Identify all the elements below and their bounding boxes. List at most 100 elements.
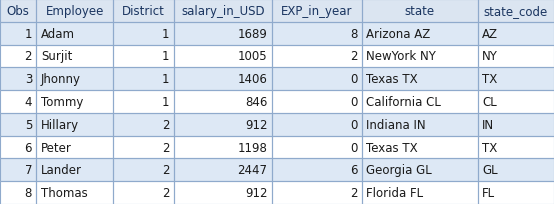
Bar [113,136,174,159]
Bar [37,113,113,136]
Text: Adam: Adam [41,28,75,40]
Text: FL: FL [482,186,495,199]
Bar [362,68,478,91]
Text: 7: 7 [24,164,32,176]
Text: Employee: Employee [45,5,104,18]
Bar [37,68,113,91]
Text: state: state [404,5,435,18]
Text: EXP_in_year: EXP_in_year [281,5,352,18]
Bar [37,181,113,204]
Text: 2: 2 [350,186,357,199]
Bar [174,113,272,136]
Bar [362,23,478,45]
Bar [37,0,113,23]
Text: 5: 5 [25,118,32,131]
Bar [37,136,113,159]
Text: Indiana IN: Indiana IN [366,118,425,131]
Bar [478,23,554,45]
Text: 1005: 1005 [238,50,268,63]
Bar [362,91,478,113]
Text: TX: TX [482,141,497,154]
Text: 912: 912 [245,118,268,131]
Text: 0: 0 [350,73,357,86]
Text: Thomas: Thomas [41,186,88,199]
Bar [272,0,362,23]
Text: 0: 0 [350,118,357,131]
Text: 2: 2 [350,50,357,63]
Bar [478,159,554,181]
Text: 2: 2 [162,164,170,176]
Text: 912: 912 [245,186,268,199]
Text: Florida FL: Florida FL [366,186,423,199]
Bar [362,0,478,23]
Bar [174,136,272,159]
Bar [37,159,113,181]
Bar [478,181,554,204]
Bar [113,0,174,23]
Text: 846: 846 [245,95,268,109]
Bar [478,0,554,23]
Bar [0,23,37,45]
Bar [478,136,554,159]
Bar [272,68,362,91]
Bar [478,68,554,91]
Bar [113,159,174,181]
Text: AZ: AZ [482,28,498,40]
Text: Surjit: Surjit [41,50,73,63]
Text: 1689: 1689 [238,28,268,40]
Text: Texas TX: Texas TX [366,141,418,154]
Text: 3: 3 [25,73,32,86]
Bar [478,113,554,136]
Bar [113,68,174,91]
Bar [0,0,37,23]
Text: GL: GL [482,164,497,176]
Text: IN: IN [482,118,494,131]
Text: Hillary: Hillary [41,118,79,131]
Bar [272,159,362,181]
Text: District: District [122,5,165,18]
Bar [272,113,362,136]
Text: state_code: state_code [484,5,548,18]
Text: 1: 1 [24,28,32,40]
Text: California CL: California CL [366,95,441,109]
Text: 2447: 2447 [238,164,268,176]
Text: 6: 6 [350,164,357,176]
Bar [0,68,37,91]
Bar [113,91,174,113]
Text: NY: NY [482,50,498,63]
Text: 1: 1 [162,50,170,63]
Bar [362,45,478,68]
Text: Obs: Obs [7,5,30,18]
Text: 1406: 1406 [238,73,268,86]
Text: 1198: 1198 [238,141,268,154]
Bar [362,113,478,136]
Bar [272,136,362,159]
Bar [174,0,272,23]
Bar [362,159,478,181]
Bar [0,91,37,113]
Text: 0: 0 [350,141,357,154]
Bar [174,68,272,91]
Text: 6: 6 [24,141,32,154]
Bar [0,159,37,181]
Text: Texas TX: Texas TX [366,73,418,86]
Text: Jhonny: Jhonny [41,73,81,86]
Bar [0,136,37,159]
Text: Lander: Lander [41,164,82,176]
Bar [272,91,362,113]
Text: 4: 4 [24,95,32,109]
Bar [174,181,272,204]
Bar [174,45,272,68]
Text: salary_in_USD: salary_in_USD [181,5,265,18]
Bar [0,113,37,136]
Bar [113,113,174,136]
Bar [174,159,272,181]
Bar [362,181,478,204]
Bar [272,45,362,68]
Text: Georgia GL: Georgia GL [366,164,432,176]
Text: 2: 2 [162,186,170,199]
Bar [37,23,113,45]
Text: 8: 8 [25,186,32,199]
Bar [0,45,37,68]
Bar [113,181,174,204]
